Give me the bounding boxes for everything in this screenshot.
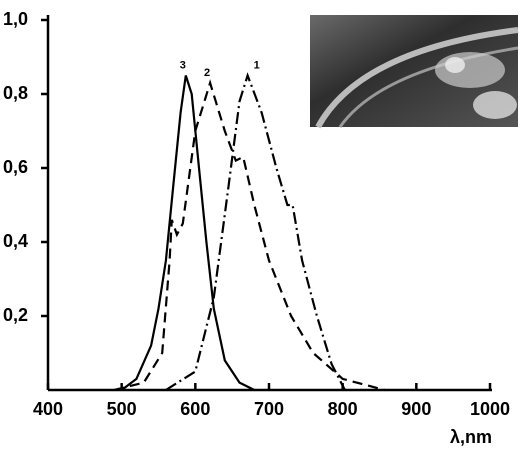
curve bbox=[114, 79, 385, 392]
x-tick-label: 700 bbox=[254, 399, 284, 419]
x-tick-label: 400 bbox=[33, 399, 63, 419]
x-axis-label: λ,nm bbox=[450, 427, 492, 447]
curve bbox=[165, 72, 346, 391]
inset-photo bbox=[310, 15, 519, 129]
y-tick-label: 0,6 bbox=[3, 157, 28, 177]
x-tick-label: 500 bbox=[107, 399, 137, 419]
x-tick-label: 600 bbox=[180, 399, 210, 419]
x-tick-label: 900 bbox=[401, 399, 431, 419]
y-tick-label: 1,0 bbox=[3, 9, 28, 29]
x-tick-label: 1000 bbox=[470, 399, 510, 419]
curve-label: 1 bbox=[254, 59, 260, 71]
curve-label: 3 bbox=[180, 59, 186, 71]
y-tick-label: 0,2 bbox=[3, 305, 28, 325]
y-tick-label: 0,8 bbox=[3, 83, 28, 103]
y-tick-label: 0,4 bbox=[3, 231, 28, 251]
curve-label: 2 bbox=[204, 67, 210, 79]
curve bbox=[121, 75, 255, 391]
x-tick-label: 800 bbox=[328, 399, 358, 419]
